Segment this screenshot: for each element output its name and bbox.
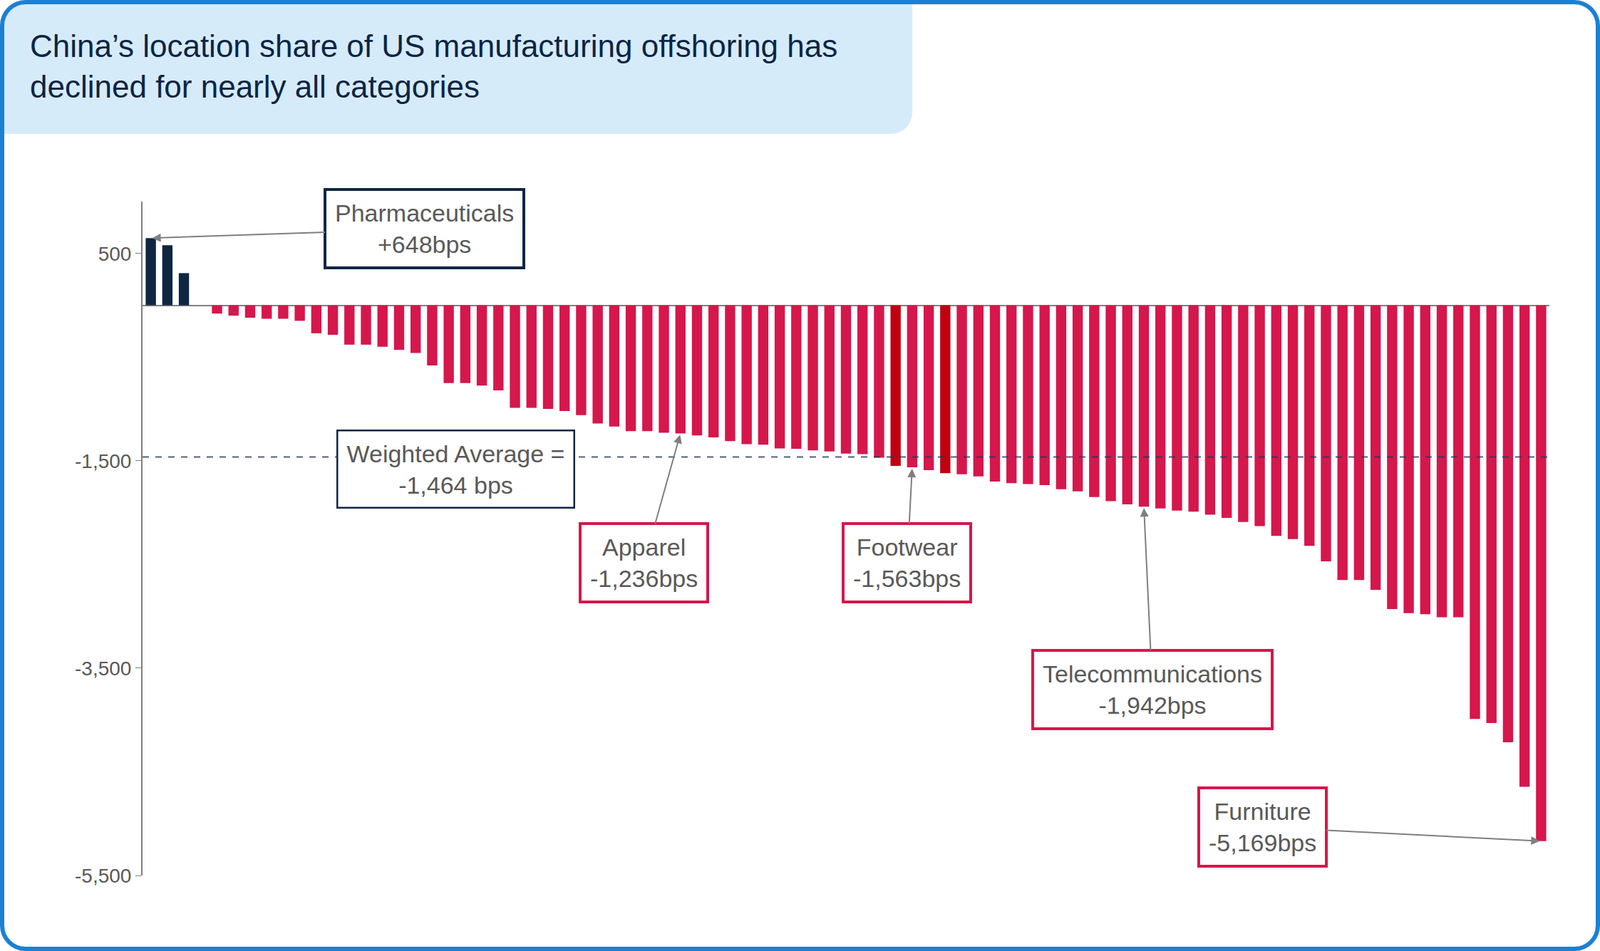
svg-text:Furniture-5,169bps: Furniture-5,169bps xyxy=(1208,798,1317,857)
svg-text:500: 500 xyxy=(98,243,132,266)
svg-text:Apparel-1,236bps: Apparel-1,236bps xyxy=(590,533,698,593)
svg-text:-3,500: -3,500 xyxy=(74,657,132,680)
svg-text:Weighted Average =-1,464 bps: Weighted Average =-1,464 bps xyxy=(347,440,566,499)
svg-text:Telecommunications-1,942bps: Telecommunications-1,942bps xyxy=(1042,660,1263,720)
svg-text:-5,500: -5,500 xyxy=(74,865,132,888)
html-text:China’s location share of US m: China’s location share of US manufacturi… xyxy=(29,28,838,105)
svg-text:-1,500: -1,500 xyxy=(74,450,132,473)
svg-text:Footwear-1,563bps: Footwear-1,563bps xyxy=(853,533,961,593)
svg-text:Pharmaceuticals+648bps: Pharmaceuticals+648bps xyxy=(334,199,514,258)
